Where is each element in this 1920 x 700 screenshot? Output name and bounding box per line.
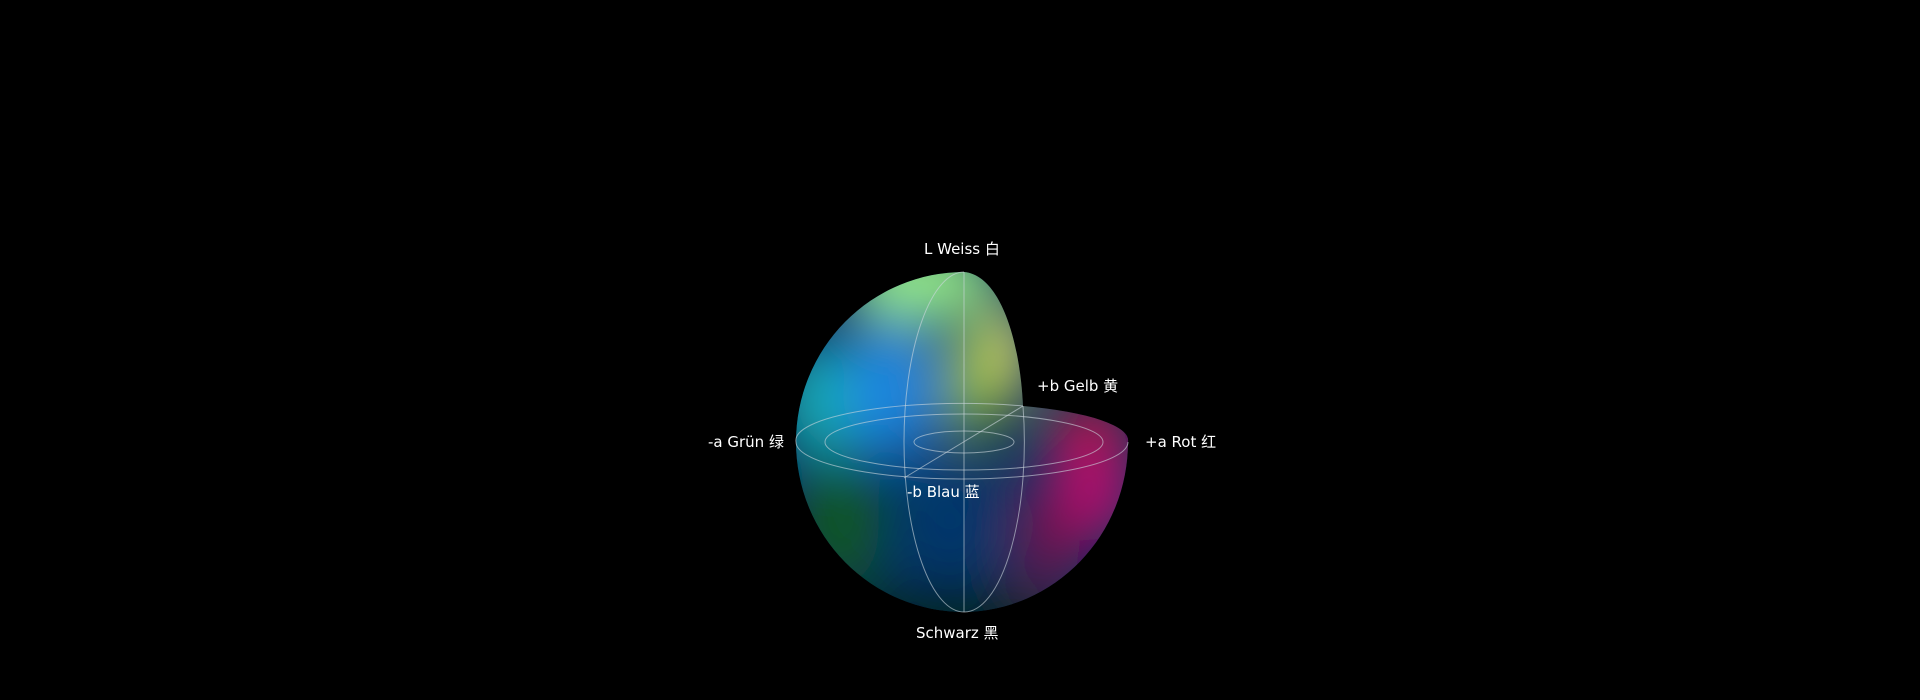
label-minus-a-green: -a Grün 绿 bbox=[708, 433, 784, 451]
sphere-body bbox=[796, 272, 1129, 612]
label-black: Schwarz 黑 bbox=[916, 624, 999, 642]
grid-lines bbox=[795, 271, 1129, 613]
label-l-white: L Weiss 白 bbox=[924, 240, 1000, 258]
label-plus-b-yellow: +b Gelb 黄 bbox=[1037, 377, 1119, 395]
label-minus-b-blue: -b Blau 蓝 bbox=[907, 483, 980, 501]
label-plus-a-red: +a Rot 红 bbox=[1145, 433, 1217, 451]
